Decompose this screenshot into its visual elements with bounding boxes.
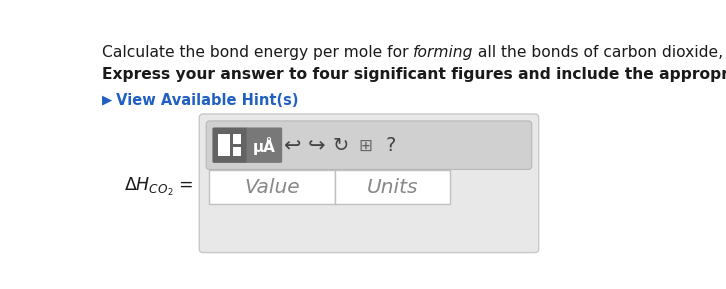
Text: forming: forming — [413, 45, 473, 60]
Bar — [232, 147, 241, 156]
Text: ▶: ▶ — [102, 93, 112, 106]
Bar — [232, 134, 241, 144]
Text: Express your answer to four significant figures and include the appropriate unit: Express your answer to four significant … — [102, 67, 726, 82]
Text: Units: Units — [367, 178, 418, 197]
FancyBboxPatch shape — [199, 114, 539, 253]
Text: ↻: ↻ — [333, 136, 349, 155]
FancyBboxPatch shape — [247, 127, 282, 163]
FancyBboxPatch shape — [206, 121, 531, 169]
Text: ↩: ↩ — [282, 136, 301, 156]
Text: all the bonds of carbon dioxide, CO: all the bonds of carbon dioxide, CO — [473, 45, 726, 60]
Text: View Available Hint(s): View Available Hint(s) — [111, 93, 298, 108]
Text: ↪: ↪ — [308, 136, 325, 156]
Text: ?: ? — [386, 136, 396, 155]
Bar — [209, 170, 335, 204]
FancyBboxPatch shape — [213, 127, 248, 163]
Bar — [218, 134, 230, 156]
Bar — [335, 170, 449, 204]
Text: ⊞: ⊞ — [359, 137, 373, 155]
Text: $\Delta H_{CO_2}$ =: $\Delta H_{CO_2}$ = — [124, 176, 194, 198]
Text: Value: Value — [244, 178, 300, 197]
Text: Calculate the bond energy per mole for: Calculate the bond energy per mole for — [102, 45, 413, 60]
Text: μÅ: μÅ — [253, 137, 276, 155]
